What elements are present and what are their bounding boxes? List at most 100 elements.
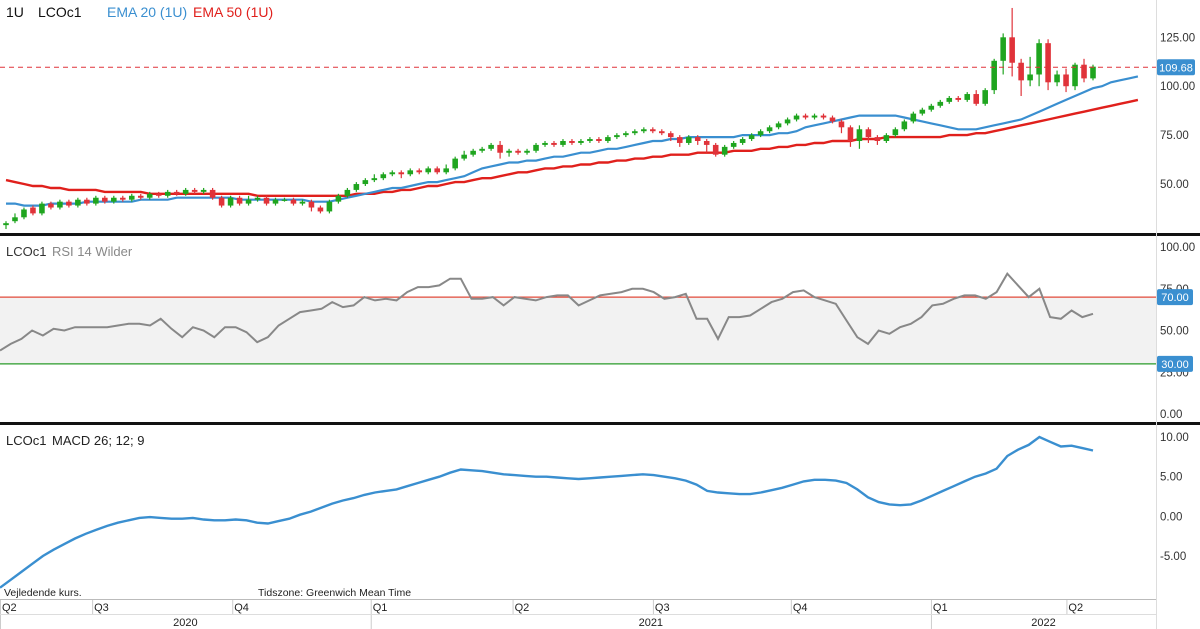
candle-up (883, 135, 890, 141)
candle-down (955, 97, 962, 100)
rsi-upper-label: 70.00 (1161, 292, 1189, 304)
candle-up (1054, 74, 1060, 83)
candle-up (245, 199, 252, 204)
interval-label: 1U (6, 4, 24, 20)
candle-up (1027, 74, 1033, 81)
rsi-lower-label: 30.00 (1161, 359, 1189, 371)
macd-title: MACD 26; 12; 9 (52, 433, 145, 448)
candle-down (308, 201, 315, 208)
rsi-title: RSI 14 Wilder (52, 244, 133, 259)
candle-down (48, 203, 54, 208)
rsi-band (0, 297, 1156, 364)
candle-up (362, 180, 369, 185)
candle-up (488, 144, 494, 149)
candle-up (937, 101, 944, 106)
footer-note: Vejledende kurs. (4, 587, 82, 599)
macd-line (0, 435, 1094, 589)
candle-down (218, 197, 225, 206)
year-label: 2022 (1031, 617, 1055, 629)
year-label: 2021 (639, 617, 663, 629)
candle-up (775, 123, 782, 128)
quarter-label: Q2 (2, 602, 17, 614)
candle-down (155, 193, 162, 196)
candle-up (901, 121, 908, 130)
candle-up (784, 119, 791, 124)
candle-up (272, 199, 279, 204)
candle-up (587, 139, 593, 141)
candle-down (84, 199, 90, 204)
candle-down (137, 195, 144, 198)
candle-up (344, 189, 351, 196)
candle-down (263, 197, 270, 204)
candle-up (227, 197, 234, 206)
candle-down (398, 172, 405, 175)
candle-up (461, 154, 467, 159)
candle-down (667, 133, 674, 138)
legend-ema20: EMA 20 (1U) (107, 4, 187, 20)
quarter-label: Q1 (373, 602, 388, 614)
quarter-label: Q3 (655, 602, 670, 614)
candle-up (75, 199, 81, 206)
price-y-tick: 125.00 (1160, 32, 1195, 44)
candle-down (515, 150, 521, 153)
ema20-line (6, 75, 1139, 207)
candle-down (676, 137, 683, 143)
candle-up (928, 105, 935, 110)
candle-down (596, 139, 602, 141)
candle-down (703, 141, 710, 145)
candle-down (317, 207, 324, 212)
candle-down (847, 127, 854, 141)
candle-down (434, 168, 440, 173)
candle-down (173, 191, 180, 194)
price-y-tick: 50.00 (1160, 179, 1189, 191)
candle-down (874, 137, 881, 141)
candle-down (712, 144, 719, 155)
candle-down (209, 189, 216, 198)
candle-down (1018, 62, 1024, 81)
symbol-label: LCOc1 (38, 4, 82, 20)
candle-down (290, 199, 297, 204)
legend-ema50: EMA 50 (1U) (193, 4, 273, 20)
candle-up (766, 127, 773, 132)
candle-down (1081, 64, 1087, 79)
candle-up (892, 129, 899, 136)
candle-up (721, 146, 728, 155)
candle-up (542, 142, 548, 145)
candle-down (1009, 37, 1015, 63)
candle-up (326, 201, 333, 212)
panel-divider (0, 233, 1200, 236)
candle-down (191, 189, 198, 192)
candle-up (1090, 66, 1096, 79)
candle-up (111, 197, 117, 202)
candle-down (102, 197, 108, 202)
candle-up (946, 97, 953, 102)
candle-down (802, 115, 809, 118)
candle-up (470, 150, 476, 155)
candle-up (12, 217, 18, 222)
candle-up (560, 141, 566, 145)
candle-down (66, 201, 72, 206)
candle-up (524, 150, 530, 153)
candle-up (623, 133, 629, 136)
quarter-label: Q4 (793, 602, 808, 614)
candle-down (973, 94, 979, 104)
candle-up (164, 191, 171, 196)
candle-up (856, 129, 863, 141)
candle-up (407, 170, 414, 175)
candle-up (389, 172, 396, 175)
candle-down (865, 129, 872, 138)
candle-up (39, 203, 45, 214)
candle-up (1036, 43, 1042, 75)
macd-y-tick: -5.00 (1160, 551, 1186, 563)
candle-down (659, 131, 665, 134)
quarter-label: Q4 (234, 602, 249, 614)
candle-down (694, 137, 701, 141)
candle-down (497, 144, 503, 153)
candle-up (443, 168, 449, 173)
candle-up (533, 144, 539, 151)
candle-up (425, 168, 432, 173)
candle-up (578, 141, 584, 143)
candle-up (1000, 37, 1006, 61)
candle-up (182, 189, 189, 194)
